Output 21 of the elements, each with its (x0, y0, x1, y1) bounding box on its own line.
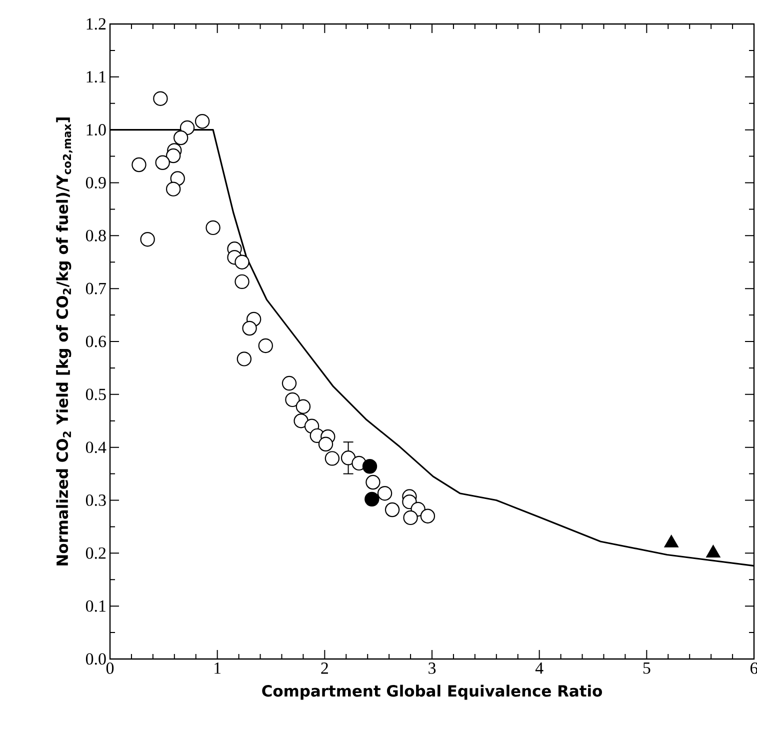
x-tick-label: 5 (643, 662, 650, 674)
y-tick-label: 0.5 (86, 388, 106, 400)
x-tick-label: 3 (428, 662, 436, 674)
x-axis-title: Compartment Global Equivalence Ratio (262, 684, 602, 700)
y-tick-label: 1.2 (86, 18, 106, 30)
y-tick-label: 0.3 (86, 494, 106, 506)
y-tick-label: 0.9 (86, 176, 106, 188)
y-axis-title: Normalized CO$_{2}$ Yield [kg of CO$_{2}$/kg of fuel)/Y$_{co2,max}$] (56, 118, 72, 566)
y-tick-label: 0.8 (86, 230, 106, 242)
y-tick-label: 0.4 (86, 442, 106, 454)
x-tick-label: 0 (106, 662, 114, 674)
y-tick-label: 0.2 (86, 547, 106, 559)
y-tick-label: 1.1 (86, 71, 106, 83)
y-tick-label: 1.0 (86, 124, 106, 136)
x-tick-label: 4 (535, 662, 544, 674)
y-tick-label: 0.0 (86, 653, 106, 665)
x-tick-label: 1 (214, 662, 221, 674)
y-tick-label: 0.1 (86, 600, 106, 612)
y-tick-label: 0.6 (86, 336, 106, 348)
y-tick-label: 0.7 (86, 282, 106, 294)
x-tick-label: 2 (321, 662, 328, 674)
